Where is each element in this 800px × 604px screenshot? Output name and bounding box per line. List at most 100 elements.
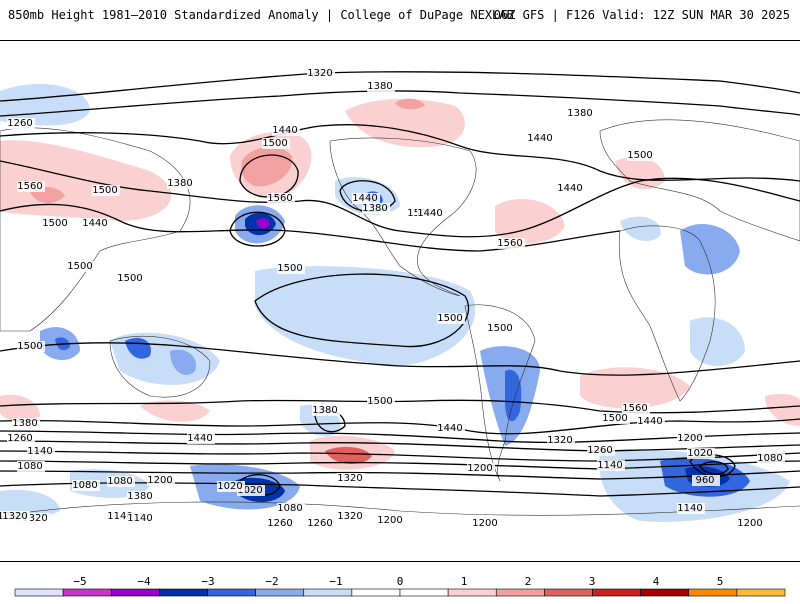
contour-label-bg	[737, 518, 765, 529]
contour-label: 1320	[337, 511, 362, 522]
colorbar-swatch	[14, 588, 64, 597]
contour-label-bg	[307, 68, 335, 79]
australia-coast	[109, 335, 211, 398]
contour-label: 1440	[557, 183, 582, 194]
contour-label-bg	[127, 513, 155, 524]
negative-anomaly-area	[690, 317, 745, 366]
contour-label-bg	[362, 203, 390, 214]
contour-label-bg	[437, 423, 465, 434]
contour-label-bg	[82, 218, 110, 229]
contour-label-bg	[487, 323, 515, 334]
positive-anomaly-area	[241, 146, 293, 187]
contour-label-bg	[17, 461, 45, 472]
contour-label: 1440	[437, 423, 462, 434]
contour-label: 1380	[312, 405, 337, 416]
contour-label: 1320	[307, 68, 332, 79]
contour-label: 960	[695, 475, 714, 486]
contour-label-bg	[107, 511, 135, 522]
positive-anomaly-shading	[0, 98, 800, 470]
contour-label-bg	[677, 433, 705, 444]
colorbar-swatch	[207, 588, 256, 597]
contour-label-bg	[237, 485, 265, 496]
contour-1500-low	[254, 273, 470, 348]
model-valid-time: 06Z GFS | F126 Valid: 12Z SUN MAR 30 202…	[493, 8, 790, 22]
colorbar-swatch	[688, 588, 738, 597]
contour-label: 1560	[622, 403, 647, 414]
contour-1320	[0, 71, 800, 102]
colorbar-tick-label: −3	[201, 575, 214, 588]
contour-label: 1080	[17, 461, 42, 472]
contour-label: 1200	[147, 475, 172, 486]
contour-label-bg	[107, 476, 135, 487]
contour-label-bg	[27, 446, 55, 457]
contour-label-bg	[147, 475, 175, 486]
colorbar-tick-label: −4	[137, 575, 151, 588]
contour-label-bg	[217, 481, 245, 492]
contour-1440-south	[0, 418, 800, 435]
contour-label: 1380	[167, 178, 192, 189]
positive-anomaly-area	[325, 446, 372, 465]
contour-label: 1080	[757, 453, 782, 464]
contour-label: 1020	[217, 481, 242, 492]
contour-label: 1260	[7, 118, 32, 129]
colorbar-swatch	[592, 588, 641, 597]
contour-label: 1020	[237, 485, 262, 496]
contour-label: 1320	[337, 473, 362, 484]
contour-label-bg	[312, 405, 340, 416]
contour-label-bg	[417, 208, 445, 219]
contour-label-bg	[17, 341, 45, 352]
contour-label-bg	[7, 433, 35, 444]
contour-label-bg	[567, 108, 595, 119]
contour-label: 1500	[487, 323, 512, 334]
contour-label: 1440	[417, 208, 442, 219]
contour-label: 1440	[272, 125, 297, 136]
contour-1320-ring	[239, 154, 299, 198]
contour-label: 1080	[72, 480, 97, 491]
contour-label: 1440	[527, 133, 552, 144]
colorbar-tick-label: 2	[525, 575, 532, 588]
positive-anomaly-area	[580, 367, 690, 409]
colorbar-tick-labels: −5 −4 −3 −2 −1 0 1 2 3 4 5	[73, 575, 723, 588]
contour-label: 1380	[567, 108, 592, 119]
colorbar-tick-label: 3	[589, 575, 596, 588]
contour-label-bg	[547, 435, 575, 446]
colorbar-swatch	[544, 588, 593, 597]
contour-label: 1500	[92, 185, 117, 196]
contour-label: 1500	[627, 150, 652, 161]
positive-anomaly-area	[495, 198, 565, 244]
contour-label: 1200	[737, 518, 762, 529]
negative-anomaly-area	[256, 218, 270, 229]
positive-anomaly-area	[615, 157, 665, 190]
contour-label-bg	[42, 218, 70, 229]
contour-label-bg	[267, 518, 295, 529]
contour-label: 1200	[467, 463, 492, 474]
contour-1500-b	[0, 399, 800, 414]
south-america-coast	[464, 304, 536, 482]
contour-label-bg	[757, 453, 785, 464]
contour-label: 1500	[67, 261, 92, 272]
contour-label: 1380	[367, 81, 392, 92]
contour-1200-south	[0, 460, 800, 470]
colorbar-svg: −5 −4 −3 −2 −1 0 1 2 3 4 5	[14, 575, 786, 597]
contour-label: 1260	[267, 518, 292, 529]
contour-label-bg	[277, 263, 305, 274]
contour-label: 1320	[2, 511, 27, 522]
positive-anomaly-area	[140, 400, 210, 422]
positive-anomaly-area	[345, 99, 465, 148]
contour-label: 1380	[362, 203, 387, 214]
contour-label-bg	[637, 416, 665, 427]
anomaly-map[interactable]: 1320 1380 1260 1440 1500 1560 1380 1440 1380 1380…	[0, 40, 800, 562]
contour-label: 1020	[687, 448, 712, 459]
contour-label-bg	[262, 138, 290, 149]
contour-1500-south	[0, 342, 800, 376]
contour-1380-south	[0, 430, 800, 444]
contour-label: 1500	[262, 138, 287, 149]
contour-label: 1320	[547, 435, 572, 446]
colorbar-tick-label: −5	[73, 575, 86, 588]
contour-1380-ring	[229, 211, 286, 247]
contour-label-bg	[602, 413, 630, 424]
contour-label-bg	[692, 475, 720, 486]
colorbar-tick-label: 0	[397, 575, 404, 588]
contour-label-bg	[337, 473, 365, 484]
contour-label: 1500	[117, 273, 142, 284]
